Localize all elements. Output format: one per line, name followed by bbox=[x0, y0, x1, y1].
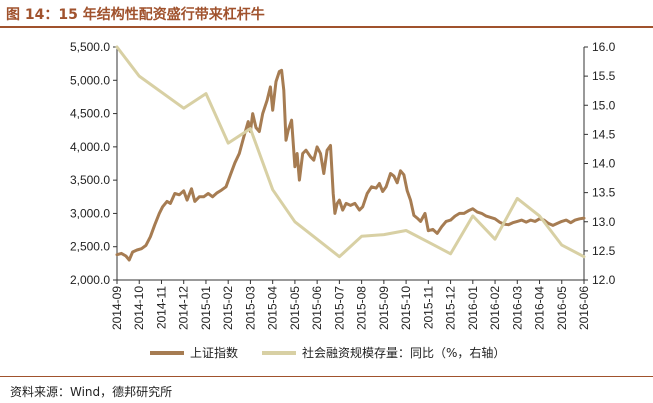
x-axis-label: 2016-02 bbox=[488, 286, 502, 330]
right-axis-label: 14.5 bbox=[592, 127, 616, 141]
legend-label: 上证指数 bbox=[190, 345, 238, 360]
x-axis-label: 2015-10 bbox=[399, 286, 413, 330]
axes: 5,500.0 5,000.0 4,500.0 4,000.0 3,500.0 3,000… bbox=[70, 40, 616, 330]
left-axis-label: 5,500.0 bbox=[70, 40, 110, 54]
source-rule bbox=[0, 376, 653, 377]
x-axis-label: 2015-04 bbox=[266, 286, 280, 330]
x-axis-label: 2016-05 bbox=[555, 286, 569, 330]
right-axis-label: 12.0 bbox=[592, 273, 616, 287]
left-axis-label: 3,500.0 bbox=[70, 173, 110, 187]
right-axis-label: 16.0 bbox=[592, 40, 616, 54]
x-axis-label: 2016-04 bbox=[533, 286, 547, 330]
x-axis-label: 2015-02 bbox=[221, 286, 235, 330]
series-line-social-financing-yoy bbox=[115, 45, 586, 259]
right-axis-label: 14.0 bbox=[592, 157, 616, 171]
title-rule bbox=[0, 26, 653, 28]
legend: 上证指数 社会融资规模存量：同比（%，右轴） bbox=[150, 345, 505, 360]
x-axis-label: 2015-03 bbox=[243, 286, 257, 330]
left-axis-label: 2,000.0 bbox=[70, 273, 110, 287]
x-axis-label: 2016-06 bbox=[577, 286, 591, 330]
figure-title: 图 14：15 年结构性配资盛行带来杠杆牛 bbox=[6, 7, 265, 23]
x-axis-label: 2015-08 bbox=[355, 286, 369, 330]
right-axis-label: 15.0 bbox=[592, 98, 616, 112]
x-axis-label: 2014-11 bbox=[154, 286, 168, 329]
x-axis-label: 2015-07 bbox=[332, 286, 346, 330]
x-axis-label: 2016-01 bbox=[466, 286, 480, 330]
legend-item-shanghai-index: 上证指数 bbox=[150, 345, 238, 360]
series-lines bbox=[115, 45, 586, 262]
x-axis-label: 2015-11 bbox=[421, 286, 435, 329]
x-axis-label: 2014-09 bbox=[110, 286, 124, 330]
left-axis-label: 3,000.0 bbox=[70, 206, 110, 220]
left-axis-label: 5,000.0 bbox=[70, 73, 110, 87]
x-axis-label: 2015-12 bbox=[444, 286, 458, 330]
right-axis-label: 15.5 bbox=[592, 69, 616, 83]
right-axis-label: 13.0 bbox=[592, 215, 616, 229]
x-axis-label: 2016-03 bbox=[510, 286, 524, 330]
x-axis-label: 2015-09 bbox=[377, 286, 391, 330]
series-line-shanghai-index bbox=[115, 68, 586, 262]
left-axis-label: 2,500.0 bbox=[70, 240, 110, 254]
left-axis-label: 4,000.0 bbox=[70, 140, 110, 154]
left-axis-label: 4,500.0 bbox=[70, 107, 110, 121]
chart: 5,500.0 5,000.0 4,500.0 4,000.0 3,500.0 3,000… bbox=[70, 40, 616, 360]
x-axis-label: 2014-10 bbox=[132, 286, 146, 330]
x-axis-label: 2015-01 bbox=[199, 286, 213, 330]
legend-item-social-financing-yoy: 社会融资规模存量：同比（%，右轴） bbox=[262, 345, 505, 360]
x-axis-label: 2015-05 bbox=[288, 286, 302, 330]
right-axis-label: 12.5 bbox=[592, 244, 616, 258]
x-axis-label: 2015-06 bbox=[310, 286, 324, 330]
right-axis-label: 13.5 bbox=[592, 186, 616, 200]
legend-label: 社会融资规模存量：同比（%，右轴） bbox=[302, 345, 505, 360]
source-note: 资料来源：Wind，德邦研究所 bbox=[10, 385, 173, 399]
x-axis-label: 2014-12 bbox=[177, 286, 191, 330]
